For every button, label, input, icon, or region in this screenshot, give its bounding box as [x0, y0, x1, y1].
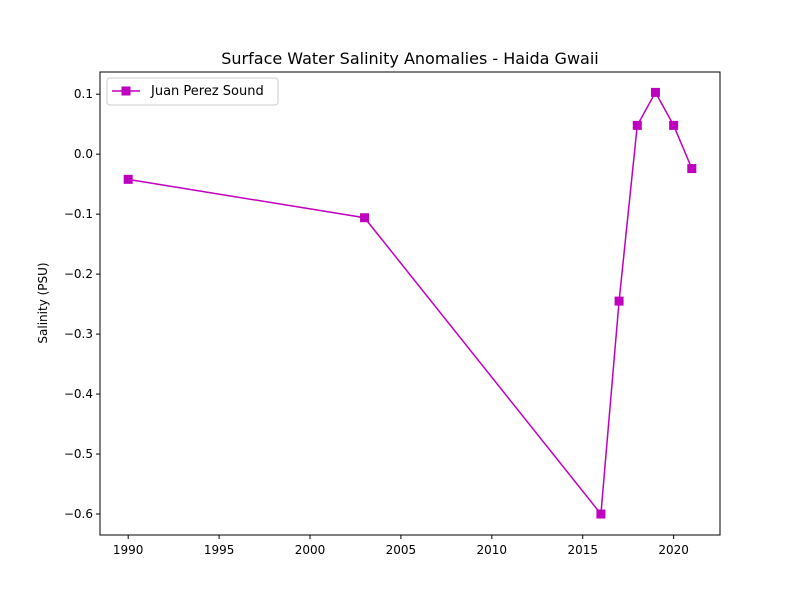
- series-group: [123, 87, 697, 519]
- data-point-marker: [650, 87, 660, 97]
- legend-marker-swatch: [121, 86, 131, 96]
- plot-frame: [99, 71, 721, 536]
- data-point-marker: [596, 509, 606, 519]
- y-tick-label: −0.5: [64, 447, 93, 461]
- x-tick-label: 1990: [113, 543, 144, 557]
- y-tick-label: 0.1: [74, 87, 93, 101]
- x-tick-label: 2015: [567, 543, 598, 557]
- data-point-marker: [360, 213, 370, 223]
- y-tick-label: −0.1: [64, 207, 93, 221]
- legend-label: Juan Perez Sound: [150, 84, 264, 99]
- legend-box: [106, 77, 279, 106]
- x-tick-label: 1995: [204, 543, 235, 557]
- data-point-marker: [614, 296, 624, 306]
- y-tick-label: 0.0: [74, 147, 93, 161]
- data-point-marker: [632, 120, 642, 130]
- y-tick-label: −0.4: [64, 387, 93, 401]
- data-point-marker: [123, 174, 133, 184]
- x-tick-label: 2010: [477, 543, 508, 557]
- series-line: [128, 90, 693, 516]
- y-tick-label: −0.6: [64, 507, 93, 521]
- y-tick-label: −0.2: [64, 267, 93, 281]
- x-tick-label: 2000: [295, 543, 326, 557]
- chart-title: Surface Water Salinity Anomalies - Haida…: [221, 49, 598, 68]
- x-tick-label: 2020: [658, 543, 689, 557]
- y-axis-label: Salinity (PSU): [36, 262, 50, 343]
- x-tick-label: 2005: [386, 543, 417, 557]
- legend: Juan Perez Sound: [106, 77, 279, 106]
- x-axis-ticks: 1990 1995 2000 2005 2010 2015 2020: [113, 535, 689, 557]
- y-tick-label: −0.3: [64, 327, 93, 341]
- y-axis-ticks: 0.1 0.0 −0.1 −0.2 −0.3 −0.4 −0.5 −0.6: [64, 87, 100, 521]
- data-point-marker: [669, 120, 679, 130]
- data-point-marker: [687, 164, 697, 174]
